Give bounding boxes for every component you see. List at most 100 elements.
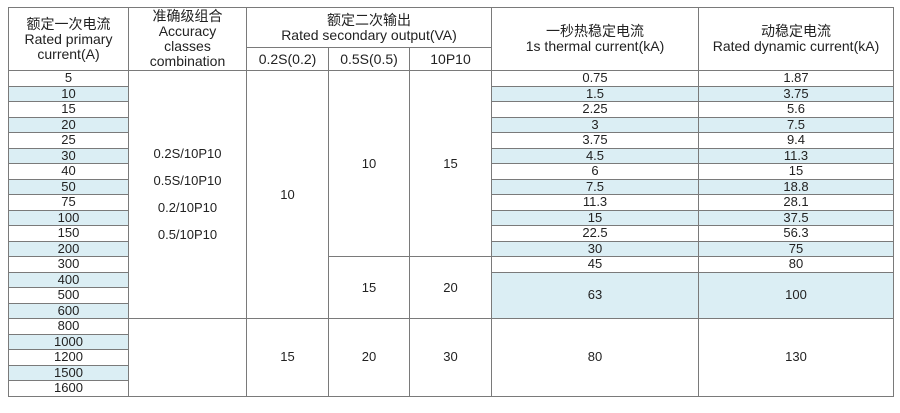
header-thermal-current: 一秒热稳定电流 1s thermal current(kA)	[491, 7, 699, 71]
table-row: 10 1.5 3.75	[8, 85, 894, 102]
combination-item: 0.2S/10P10	[153, 146, 222, 161]
dynamic-cell: 5.6	[698, 101, 894, 118]
accuracy-combinations-cell: 0.2S/10P10 0.5S/10P10 0.2/10P10 0.5/10P1…	[128, 70, 247, 319]
dynamic-cell: 7.5	[698, 116, 894, 133]
current-cell: 1500	[8, 364, 129, 381]
header-secondary-output: 额定二次输出 Rated secondary output(VA)	[246, 7, 492, 48]
thermal-cell: 2.25	[491, 101, 699, 118]
table-row: 75 11.3 28.1	[8, 194, 894, 211]
thermal-merged-400-600: 63	[491, 271, 699, 319]
thermal-cell: 15	[491, 209, 699, 226]
table-row: 800 15 20 30 80 130	[8, 318, 894, 397]
thermal-merged-800-1600: 80	[491, 318, 699, 397]
header-thermal-en: 1s thermal current(kA)	[525, 38, 665, 54]
header-dynamic-zh: 动稳定电流	[761, 23, 831, 39]
thermal-cell: 3	[491, 116, 699, 133]
header-rated-primary-current: 额定一次电流 Rated primary current(A)	[8, 7, 129, 71]
current-cell: 1000	[8, 333, 129, 350]
current-cell: 400	[8, 271, 129, 288]
current-cell: 1200	[8, 349, 129, 366]
current-cell: 25	[8, 132, 129, 149]
dynamic-cell: 56.3	[698, 225, 894, 242]
current-cell: 500	[8, 287, 129, 304]
thermal-cell: 11.3	[491, 194, 699, 211]
dynamic-merged-800-1600: 130	[698, 318, 894, 397]
current-cell: 1600	[8, 380, 129, 397]
output-05s-group-1: 10	[328, 70, 410, 257]
dynamic-cell: 37.5	[698, 209, 894, 226]
combination-item: 0.5/10P10	[157, 227, 218, 242]
output-02s-group-1: 10	[246, 70, 329, 319]
current-cell: 5	[8, 70, 129, 87]
table-row: 500	[8, 287, 894, 304]
dynamic-cell: 18.8	[698, 178, 894, 195]
table-row: 1500	[8, 364, 894, 381]
table-row: 5 0.2S/10P10 0.5S/10P10 0.2/10P10 0.5/10…	[8, 70, 894, 319]
thermal-cell: 1.5	[491, 85, 699, 102]
current-cell: 150	[8, 225, 129, 242]
header-dynamic-en: Rated dynamic current(kA)	[712, 38, 880, 54]
output-10p10-group-1: 15	[409, 70, 492, 257]
table-row: 600	[8, 302, 894, 319]
header-rated-primary-zh: 额定一次电流	[26, 15, 111, 32]
dynamic-cell: 1.87	[698, 70, 894, 87]
combination-item: 0.5S/10P10	[153, 173, 222, 188]
table-row: 50 7.5 18.8	[8, 178, 894, 195]
current-cell: 300	[8, 256, 129, 273]
header-dynamic-current: 动稳定电流 Rated dynamic current(kA)	[698, 7, 894, 71]
current-cell: 10	[8, 85, 129, 102]
dynamic-cell: 11.3	[698, 147, 894, 164]
current-cell: 200	[8, 240, 129, 257]
thermal-cell: 4.5	[491, 147, 699, 164]
current-cell: 100	[8, 209, 129, 226]
dynamic-merged-400-600: 100	[698, 271, 894, 319]
header-accuracy-zh: 准确级组合	[152, 8, 223, 24]
header-accuracy-en-2: classes	[164, 38, 211, 54]
header-accuracy-en-3: combination	[149, 53, 226, 69]
header-rated-primary-en: Rated primary	[24, 30, 113, 47]
table-row: 40 6 15	[8, 163, 894, 180]
current-cell: 30	[8, 147, 129, 164]
thermal-cell: 30	[491, 240, 699, 257]
spec-table: 额定一次电流 Rated primary current(A) 准确级组合 Ac…	[8, 7, 894, 397]
header-accuracy-combination: 准确级组合 Accuracy classes combination	[128, 7, 247, 71]
dynamic-cell: 3.75	[698, 85, 894, 102]
table-row: 30 4.5 11.3	[8, 147, 894, 164]
current-cell: 75	[8, 194, 129, 211]
thermal-cell: 0.75	[491, 70, 699, 87]
accuracy-empty-cell	[128, 318, 247, 397]
thermal-cell: 3.75	[491, 132, 699, 149]
thermal-cell: 22.5	[491, 225, 699, 242]
header-secondary-output-zh: 额定二次输出	[327, 11, 411, 28]
thermal-cell: 7.5	[491, 178, 699, 195]
table-row: 100 15 37.5	[8, 209, 894, 226]
current-cell: 600	[8, 302, 129, 319]
dynamic-cell: 28.1	[698, 194, 894, 211]
dynamic-cell: 80	[698, 256, 894, 273]
header-sub-02s: 0.2S(0.2)	[246, 47, 329, 71]
thermal-cell: 45	[491, 256, 699, 273]
header-accuracy-en-1: Accuracy	[158, 23, 217, 39]
current-cell: 50	[8, 178, 129, 195]
output-10p10-group-2: 20	[409, 256, 492, 319]
output-05s-group-3: 20	[328, 318, 410, 397]
header-sub-05s: 0.5S(0.5)	[328, 47, 410, 71]
dynamic-cell: 75	[698, 240, 894, 257]
output-02s-group-3: 15	[246, 318, 329, 397]
output-05s-group-2: 15	[328, 256, 410, 319]
current-cell: 800	[8, 318, 129, 335]
current-cell: 20	[8, 116, 129, 133]
header-thermal-zh: 一秒热稳定电流	[546, 23, 644, 39]
header-rated-primary-unit: current(A)	[37, 45, 100, 62]
header-secondary-output-en: Rated secondary output(VA)	[281, 26, 457, 43]
dynamic-cell: 15	[698, 163, 894, 180]
table-row: 1600	[8, 380, 894, 397]
combination-item: 0.2/10P10	[157, 200, 218, 215]
thermal-cell: 6	[491, 163, 699, 180]
header-sub-10p10: 10P10	[409, 47, 492, 71]
output-10p10-group-3: 30	[409, 318, 492, 397]
table-row: 400 63 100	[8, 271, 894, 319]
dynamic-cell: 9.4	[698, 132, 894, 149]
current-cell: 15	[8, 101, 129, 118]
current-cell: 40	[8, 163, 129, 180]
